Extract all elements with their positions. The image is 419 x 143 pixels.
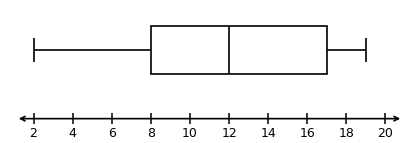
Text: 12: 12 xyxy=(221,127,237,140)
Text: 20: 20 xyxy=(378,127,393,140)
Text: 14: 14 xyxy=(260,127,276,140)
Text: 10: 10 xyxy=(182,127,198,140)
Text: 18: 18 xyxy=(339,127,354,140)
Text: 6: 6 xyxy=(108,127,116,140)
Text: 2: 2 xyxy=(30,127,37,140)
Text: 8: 8 xyxy=(147,127,155,140)
Text: 16: 16 xyxy=(300,127,315,140)
Text: 4: 4 xyxy=(69,127,77,140)
Bar xyxy=(151,26,327,74)
